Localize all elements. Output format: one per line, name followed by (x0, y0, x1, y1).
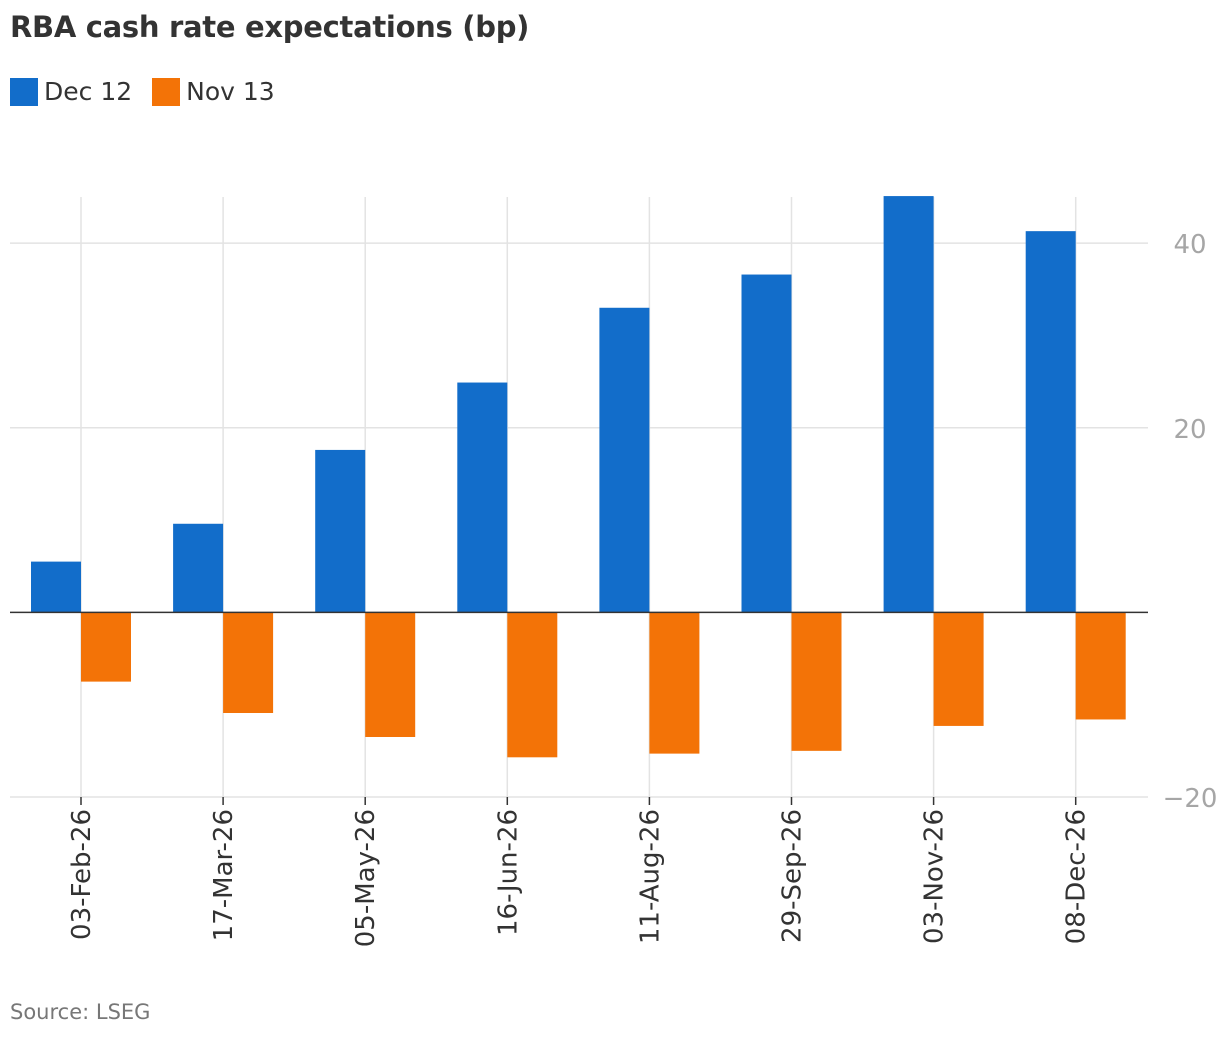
legend-swatch-series-1 (10, 77, 38, 106)
chart-title: RBA cash rate expectations (bp) (10, 10, 530, 44)
bar-series-2 (365, 612, 416, 737)
bar-series-2 (223, 612, 274, 713)
bar-series-1 (315, 449, 366, 613)
x-tick-label: 16-Jun-26 (493, 809, 523, 936)
bar-series-1 (599, 307, 650, 613)
bar-series-2 (507, 612, 558, 758)
x-tick-label: 11-Aug-26 (635, 809, 665, 944)
bar-series-1 (173, 523, 224, 613)
bar-series-2 (933, 612, 984, 726)
x-tick-label: 29-Sep-26 (778, 809, 808, 943)
y-tick-label: −20 (1163, 784, 1218, 814)
x-tick-label: 05-May-26 (351, 809, 381, 947)
bar-series-1 (741, 274, 792, 613)
bar-series-1 (31, 561, 81, 613)
legend-label-series-2: Nov 13 (186, 77, 275, 106)
bar-series-1 (1025, 231, 1076, 613)
source-note: Source: LSEG (10, 1000, 151, 1024)
bar-series-2 (81, 612, 131, 682)
x-tick-label: 17-Mar-26 (209, 809, 239, 941)
bar-series-2 (1075, 612, 1126, 720)
bar-series-1 (883, 196, 934, 613)
x-tick-label: 03-Feb-26 (67, 809, 97, 940)
bar-series-1 (457, 382, 508, 613)
chart-plot: 40 20 −20 03-Feb-26 17-Mar-26 05-May-26 16-Jun… (10, 196, 1218, 947)
legend-swatch-series-2 (152, 77, 181, 106)
x-tick-label: 08-Dec-26 (1062, 809, 1092, 944)
chart-legend: Dec 12 Nov 13 (10, 77, 295, 106)
bar-series-2 (791, 612, 842, 751)
legend-item-series-2: Nov 13 (152, 77, 275, 106)
legend-item-series-1: Dec 12 (10, 77, 132, 106)
legend-label-series-1: Dec 12 (44, 77, 133, 106)
bar-series-2 (649, 612, 700, 754)
y-tick-label: 20 (1173, 415, 1206, 445)
x-tick-label: 03-Nov-26 (920, 809, 950, 944)
y-tick-label: 40 (1173, 230, 1206, 260)
